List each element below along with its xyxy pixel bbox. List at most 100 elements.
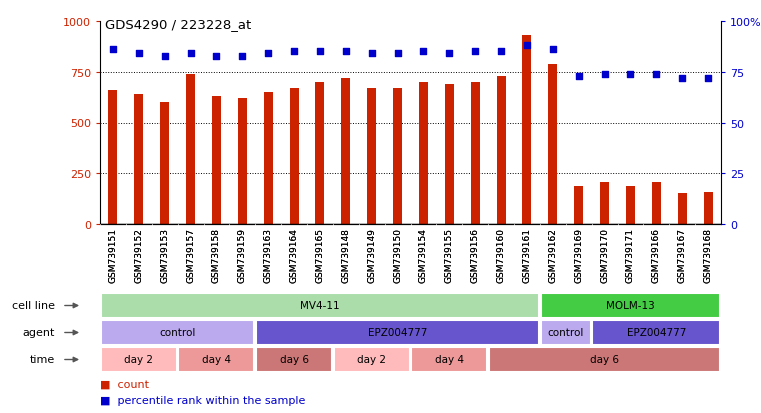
Text: GSM739166: GSM739166 [652,228,661,283]
Text: GSM739170: GSM739170 [600,228,609,283]
Bar [540,294,720,318]
Bar [651,183,661,224]
Bar [100,294,539,318]
Text: time: time [30,355,55,365]
Bar [237,99,247,224]
Point [495,49,507,56]
Text: GSM739154: GSM739154 [419,228,428,282]
Text: GSM739167: GSM739167 [678,228,686,283]
Text: agent: agent [23,328,55,338]
Point [572,74,584,80]
Point [288,49,300,56]
Text: EPZ004777: EPZ004777 [368,328,427,338]
Text: GSM739165: GSM739165 [316,228,324,283]
Point [546,47,559,54]
Bar [212,97,221,224]
Bar [100,347,177,372]
Text: GSM739155: GSM739155 [445,228,454,283]
Bar [411,347,487,372]
Text: GSM739149: GSM739149 [368,228,376,282]
Text: ■  count: ■ count [100,379,149,389]
Point [236,53,248,59]
Point [469,49,481,56]
Bar [100,320,254,345]
Bar [333,347,409,372]
Bar [367,89,376,224]
Point [417,49,429,56]
Text: GSM739157: GSM739157 [186,228,195,283]
Text: GDS4290 / 223228_at: GDS4290 / 223228_at [105,18,251,31]
Text: GSM739164: GSM739164 [290,228,298,282]
Bar [341,78,350,224]
Point [314,49,326,56]
Bar [134,95,143,224]
Text: GSM739168: GSM739168 [704,228,712,283]
Bar [677,193,686,224]
Text: GSM739163: GSM739163 [264,228,272,283]
Text: GSM739148: GSM739148 [342,228,350,282]
Text: GSM739162: GSM739162 [549,228,557,282]
Bar [160,103,169,224]
Bar [419,83,428,224]
Text: day 6: day 6 [590,355,619,365]
Text: GSM739159: GSM739159 [237,228,247,283]
Text: GSM739153: GSM739153 [160,228,169,283]
Point [158,53,170,59]
Bar [600,183,609,224]
Text: GSM739160: GSM739160 [497,228,505,283]
Point [624,71,636,78]
Text: day 2: day 2 [124,355,153,365]
Text: MV4-11: MV4-11 [300,301,339,311]
Text: GSM739156: GSM739156 [471,228,479,283]
Point [598,71,610,78]
Point [702,75,714,82]
Text: control: control [548,328,584,338]
Point [184,51,196,58]
Bar [186,75,195,224]
Text: day 4: day 4 [435,355,463,365]
Text: day 2: day 2 [357,355,386,365]
Bar [108,91,117,224]
Text: GSM739171: GSM739171 [626,228,635,283]
Point [262,51,274,58]
Bar [540,320,591,345]
Bar [256,320,539,345]
Text: EPZ004777: EPZ004777 [626,328,686,338]
Point [391,51,403,58]
Text: GSM739150: GSM739150 [393,228,402,283]
Text: GSM739161: GSM739161 [523,228,531,283]
Point [107,47,119,54]
Bar [393,89,402,224]
Text: GSM739158: GSM739158 [212,228,221,283]
Point [210,53,222,59]
Text: cell line: cell line [12,301,55,311]
Text: MOLM-13: MOLM-13 [606,301,654,311]
Point [132,51,145,58]
Bar [444,85,454,224]
Bar [489,347,720,372]
Bar [574,187,583,224]
Bar [289,89,298,224]
Point [521,43,533,50]
Text: GSM739152: GSM739152 [134,228,143,282]
Bar [178,347,254,372]
Bar [626,187,635,224]
Text: day 4: day 4 [202,355,231,365]
Point [443,51,455,58]
Bar [522,36,531,224]
Text: control: control [160,328,196,338]
Bar [703,192,712,224]
Point [676,75,688,82]
Bar [496,77,505,224]
Bar [548,64,557,224]
Point [650,71,662,78]
Text: GSM739151: GSM739151 [108,228,117,283]
Bar [263,93,272,224]
Bar [315,83,324,224]
Point [365,51,377,58]
Bar [592,320,720,345]
Bar [470,83,479,224]
Text: day 6: day 6 [279,355,308,365]
Point [339,49,352,56]
Text: ■  percentile rank within the sample: ■ percentile rank within the sample [100,395,305,405]
